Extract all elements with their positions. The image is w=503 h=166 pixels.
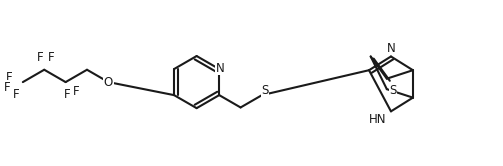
Text: O: O bbox=[104, 76, 113, 89]
Text: F: F bbox=[37, 51, 44, 64]
Text: F: F bbox=[13, 88, 19, 101]
Text: F: F bbox=[6, 71, 12, 83]
Text: HN: HN bbox=[369, 113, 386, 126]
Text: F: F bbox=[64, 88, 71, 101]
Text: F: F bbox=[73, 85, 80, 98]
Text: F: F bbox=[48, 51, 55, 64]
Text: N: N bbox=[387, 42, 396, 55]
Text: S: S bbox=[389, 83, 397, 97]
Text: N: N bbox=[216, 62, 224, 75]
Text: F: F bbox=[4, 81, 10, 94]
Text: S: S bbox=[262, 84, 269, 97]
